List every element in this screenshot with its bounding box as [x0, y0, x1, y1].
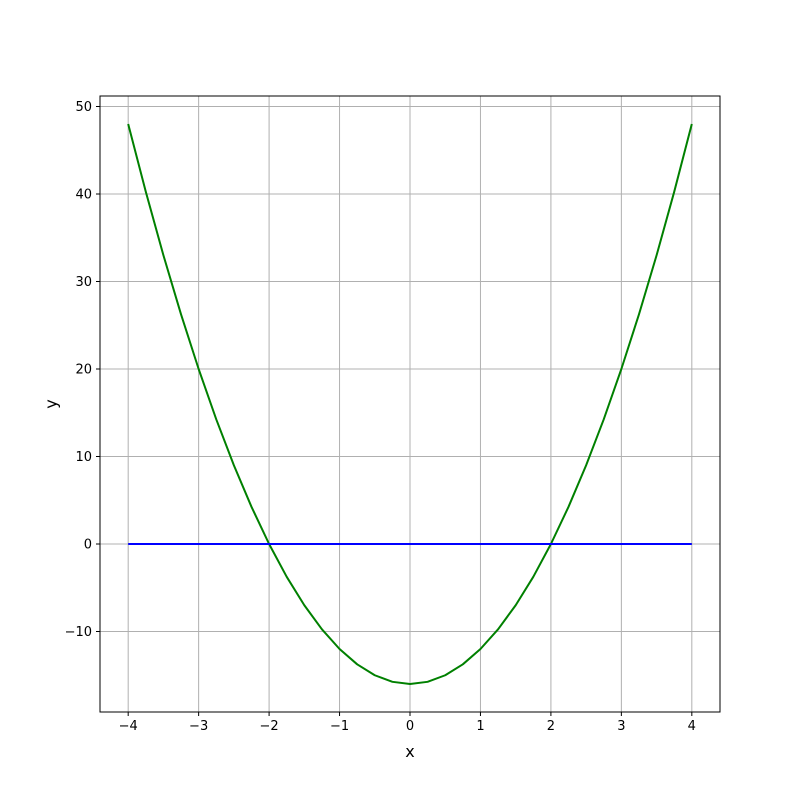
y-tick-label: 10	[75, 450, 92, 465]
y-tick-label: −10	[65, 625, 92, 640]
x-tick-label: 2	[547, 719, 555, 734]
x-tick-label: 4	[688, 719, 696, 734]
x-tick-label: 3	[617, 719, 625, 734]
y-axis-label: y	[41, 399, 61, 409]
x-tick-label: −4	[119, 719, 138, 734]
x-tick-label: −3	[189, 719, 208, 734]
curve-parabola	[127, 123, 693, 685]
y-tick-label: 40	[75, 188, 92, 203]
x-tick-label: 0	[406, 719, 414, 734]
x-axis-label: x	[405, 742, 415, 761]
x-tick-label: −2	[260, 719, 279, 734]
y-tick-label: 30	[75, 275, 92, 290]
y-tick-label: 50	[75, 100, 92, 115]
x-tick-label: 1	[476, 719, 484, 734]
y-tick-label: 0	[84, 538, 92, 553]
x-tick-label: −1	[330, 719, 349, 734]
y-tick-label: 20	[75, 363, 92, 378]
